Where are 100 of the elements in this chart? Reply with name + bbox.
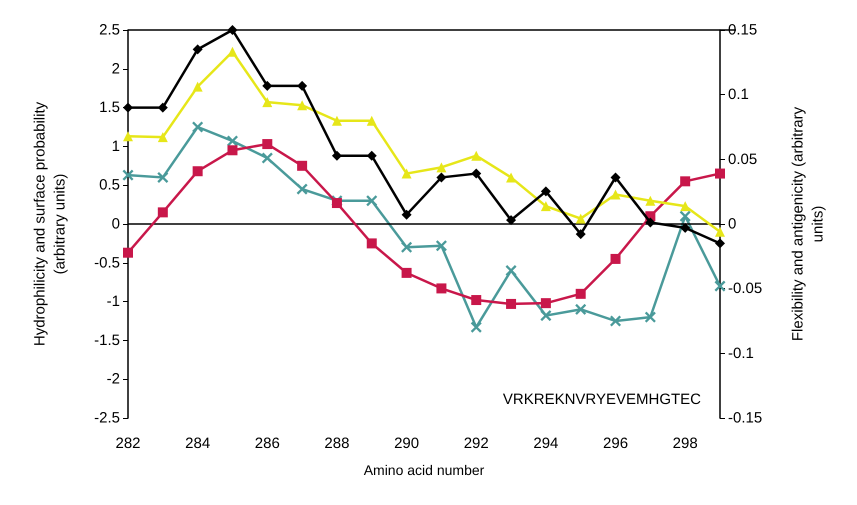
point [402,210,412,220]
y-tick-label: 2 [112,60,120,78]
point [366,195,378,206]
point [192,122,204,132]
point [158,102,168,113]
point [402,268,412,278]
point [680,176,690,186]
point [297,80,308,91]
point [471,168,482,179]
x-tick-label: 292 [464,435,489,452]
point [192,44,203,54]
point [157,172,168,183]
point [680,222,690,233]
point [436,283,446,294]
point [680,201,690,212]
y2-tick-label: 0.15 [728,22,758,38]
point [576,229,586,240]
y2-tick-label: -0.05 [728,280,762,298]
point [540,186,551,196]
point [540,310,552,322]
point [158,207,168,218]
point [436,240,447,252]
point [645,217,656,228]
point [715,168,725,179]
point [610,316,622,326]
point [401,242,412,253]
point [576,214,586,224]
point [715,238,725,248]
y-tick-label: -0.5 [94,254,120,272]
y2-tick-label: 0 [728,216,736,232]
point [506,298,516,309]
point [122,170,134,181]
point [123,131,133,142]
point [576,288,586,299]
point [262,80,272,91]
y2-tick-label: -0.15 [728,410,762,426]
y-tick-label: 1.5 [99,99,120,116]
point [610,254,621,264]
point [506,215,516,226]
point [644,312,656,323]
x-tick-label: 298 [672,435,698,452]
y2-tick-label: -0.1 [728,344,754,362]
point [262,152,273,164]
point [506,265,517,276]
y-tick-label: -2 [106,370,120,388]
point [645,196,656,206]
point [610,172,621,182]
point [227,145,238,156]
point [366,116,377,126]
point [123,102,133,113]
y-tick-label: 0.5 [99,176,120,194]
point [227,46,238,57]
point [436,162,446,172]
point [436,172,446,182]
y-axis-title: Hydrophilicity and surface probability (arbitrary units) [32,101,68,346]
x-tick-label: 288 [324,435,350,452]
point [296,184,308,195]
y2-axis-title: Flexibility and antigenicity (arbitrary units) [790,106,826,342]
point [714,280,726,292]
x-tick-label: 294 [533,435,558,452]
x-tick-label: 296 [603,435,628,452]
x-tick-label: 286 [254,435,280,452]
y-tick-label: -1.5 [94,332,120,349]
y-tick-label: -1 [106,293,120,310]
point [332,116,342,126]
y-tick-label: 0 [112,216,120,232]
point [471,150,482,161]
point [332,150,342,161]
point [262,97,272,108]
point [575,304,586,315]
point [471,295,482,306]
point [540,298,551,308]
point [297,160,308,171]
point [540,201,551,212]
point [715,226,725,237]
point [506,172,516,182]
point [366,238,377,248]
y-tick-label: 2.5 [99,22,120,38]
point [680,210,691,222]
x-tick-label: 290 [394,435,420,452]
point [123,248,133,258]
y2-tick-label: 0.05 [728,150,758,168]
point [226,135,238,146]
point [610,190,621,200]
point [227,25,238,35]
x-axis-title: Amino acid number [364,462,485,478]
point [158,132,168,142]
point [402,168,412,179]
point [297,100,308,110]
point [262,139,272,150]
x-tick-label: 284 [185,435,210,452]
point [332,198,342,208]
point [192,82,203,92]
y-tick-label: 1 [112,138,120,155]
annotation: VRKREKNVRYEVEMHGTEC [502,391,702,408]
y2-tick-label: 0.1 [728,86,749,104]
point [366,150,377,161]
x-tick-label: 282 [115,435,141,452]
y-tick-label: -2.5 [94,410,120,426]
point [192,166,203,176]
